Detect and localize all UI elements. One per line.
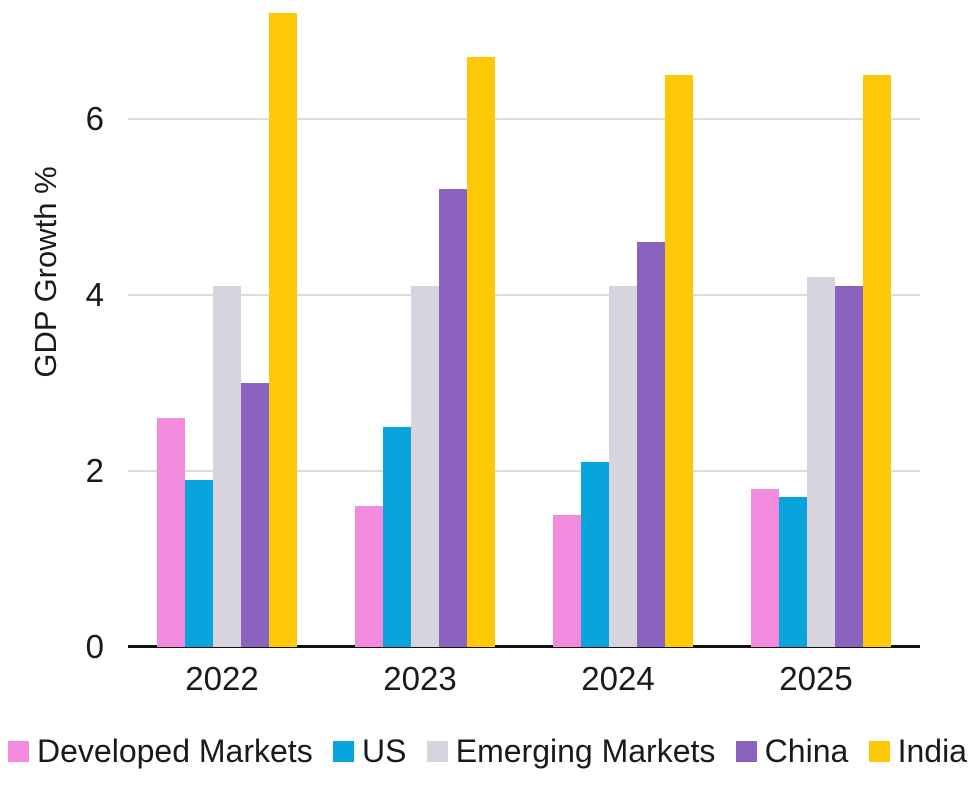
legend-item-china: China: [735, 732, 849, 770]
y-axis-title: GDP Growth %: [28, 166, 63, 378]
legend-swatch-developed-markets: [8, 740, 29, 762]
bar-2023-us: [383, 426, 411, 647]
bar-2025-china: [835, 286, 863, 647]
gridline-y-2: [128, 469, 920, 472]
bar-2022-emerging-markets: [213, 286, 241, 647]
bar-group-2025: [751, 74, 891, 647]
bar-2025-us: [779, 497, 807, 647]
bar-2022-china: [241, 382, 269, 647]
x-axis-label-2022: 2022: [185, 660, 259, 697]
bar-2024-us: [581, 462, 609, 647]
legend-label-china: China: [764, 732, 849, 769]
bar-group-2024: [553, 74, 693, 647]
legend-item-emerging-markets: Emerging Markets: [426, 732, 716, 770]
x-axis-label-2024: 2024: [581, 660, 655, 697]
y-tick-label-2: 2: [85, 451, 104, 489]
x-axis-label-2023: 2023: [383, 660, 457, 697]
legend-swatch-china: [735, 740, 757, 762]
legend-label-emerging-markets: Emerging Markets: [455, 732, 716, 769]
bar-group-2022: [157, 13, 297, 647]
legend-item-developed-markets: Developed Markets: [8, 733, 313, 770]
legend-swatch-emerging-markets: [426, 740, 448, 762]
legend-item-us: US: [332, 732, 407, 770]
x-axis-label-2025: 2025: [779, 660, 853, 697]
x-axis-line: [128, 645, 920, 648]
bar-2025-india: [863, 74, 891, 647]
bar-2024-emerging-markets: [609, 286, 637, 647]
y-tick-label-0: 0: [85, 628, 104, 665]
legend-label-us: US: [361, 732, 407, 769]
bar-2024-china: [637, 242, 665, 647]
bar-2022-india: [269, 13, 297, 647]
bar-2022-us: [185, 479, 213, 647]
bar-2022-developed-markets: [157, 418, 185, 647]
bar-2024-developed-markets: [553, 514, 581, 647]
legend-label-developed-markets: Developed Markets: [37, 732, 313, 769]
gridline-y-4: [128, 293, 920, 296]
bar-2024-india: [665, 74, 693, 647]
bar-2023-emerging-markets: [411, 286, 439, 647]
legend-swatch-india: [868, 740, 890, 762]
gridline-y-6: [128, 117, 920, 120]
bar-2025-emerging-markets: [807, 277, 835, 647]
legend-item-india: India: [868, 732, 967, 770]
y-tick-label-4: 4: [85, 275, 104, 313]
bar-group-2023: [355, 57, 495, 647]
legend-swatch-us: [332, 740, 354, 762]
bar-2025-developed-markets: [751, 488, 779, 647]
bar-2023-india: [467, 57, 495, 647]
plot-area: [128, 0, 920, 648]
bar-2023-developed-markets: [355, 506, 383, 647]
legend: Developed Markets US Emerging Markets China…: [8, 729, 967, 773]
bar-2023-china: [439, 189, 467, 647]
legend-label-india: India: [897, 732, 967, 769]
y-tick-label-6: 6: [85, 99, 104, 137]
